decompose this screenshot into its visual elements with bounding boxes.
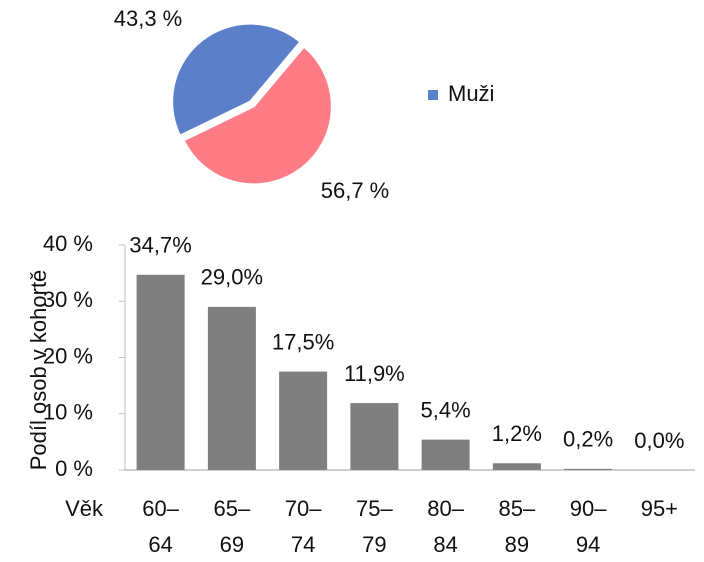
legend-swatch [428, 90, 438, 100]
bar [207, 306, 256, 470]
y-tick-label: 0 % [55, 456, 93, 481]
slice-label: 43,3 % [114, 6, 183, 31]
y-tick-label: 40 % [43, 231, 93, 256]
x-tick-label: 95+ [641, 496, 678, 521]
legend-label: Muži [448, 81, 494, 106]
x-tick-label: 90– 94 [570, 496, 607, 557]
value-label: 29,0% [201, 265, 263, 290]
bar [350, 403, 399, 470]
x-tick-label: 85– 89 [499, 496, 536, 557]
x-tick-label: 60– 64 [142, 496, 179, 557]
y-tick-label: 30 % [43, 287, 93, 312]
slice-label: 56,7 % [321, 178, 390, 203]
x-tick-label: 70– 74 [285, 496, 322, 557]
value-label: 17,5% [272, 329, 334, 354]
value-label: 0,0% [634, 428, 684, 453]
bar [421, 439, 470, 470]
value-label: 0,2% [563, 427, 613, 452]
pie-slice [182, 45, 333, 186]
value-label: 1,2% [492, 421, 542, 446]
value-label: 34,7% [129, 233, 191, 258]
x-tick-label: 80– 84 [427, 496, 464, 557]
x-axis-label: Věk [65, 496, 104, 521]
x-tick-label: 75– 79 [356, 496, 393, 557]
value-label: 5,4% [421, 397, 471, 422]
y-tick-label: 20 % [43, 343, 93, 368]
x-tick-label: 65– 69 [214, 496, 251, 557]
bar [279, 371, 328, 470]
bar [492, 463, 541, 470]
y-tick-label: 10 % [43, 400, 93, 425]
bar [136, 274, 185, 470]
bar [564, 468, 613, 470]
pie-slice [171, 22, 302, 138]
y-axis-label: Podíl osob v kohortě [26, 270, 51, 471]
value-label: 11,9% [344, 361, 405, 386]
